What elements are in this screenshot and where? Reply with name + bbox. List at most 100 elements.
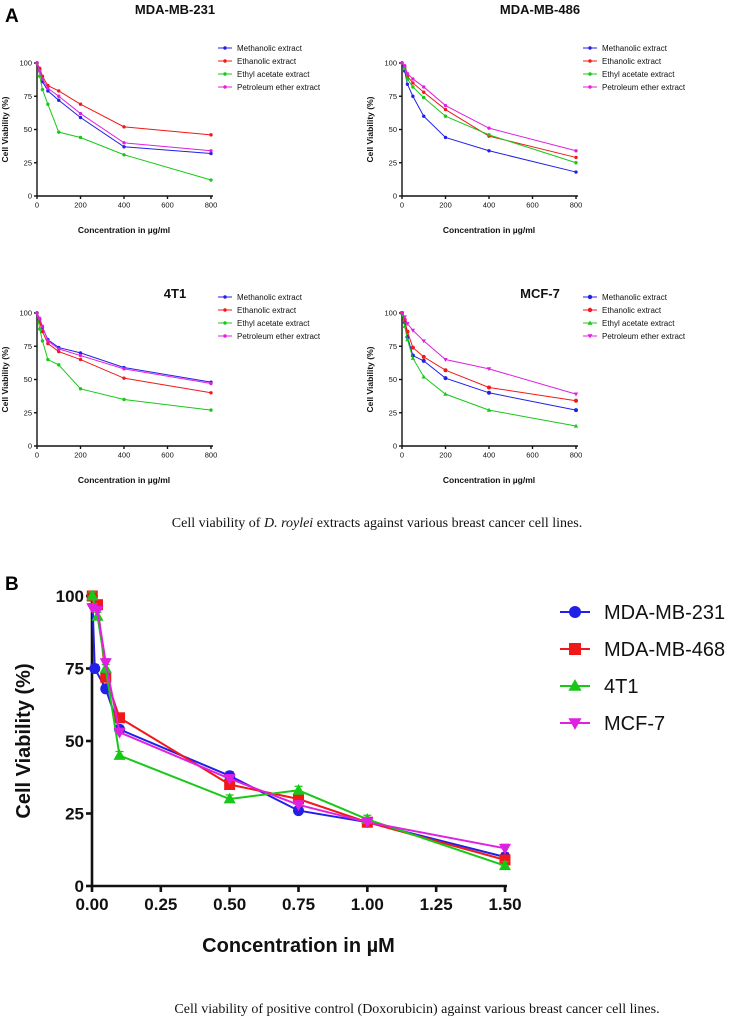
y-tick-label: 25 [24, 408, 32, 417]
data-point-ethyl-acetate-extract [422, 95, 426, 100]
legend-marker-petroleum-ether-extract [588, 85, 592, 89]
x-tick-label: 400 [483, 451, 496, 460]
series-line-methanolic-extract [36, 312, 212, 383]
data-point-methanolic-extract [574, 170, 578, 174]
x-tick-label: 0.00 [75, 895, 108, 914]
data-point-petroleum-ether-extract [403, 63, 407, 68]
data-point-ethyl-acetate-extract [410, 355, 416, 360]
data-point-mda-mb-468 [92, 599, 104, 611]
legend-label-petroleum-ether-extract: Petroleum ether extract [602, 83, 686, 92]
series-line-ethanolic-extract [36, 62, 212, 136]
series-line-ethyl-acetate-extract [401, 312, 577, 427]
legend-label-mcf-7: MCF-7 [604, 713, 665, 735]
data-point-ethyl-acetate-extract [78, 387, 83, 391]
y-axis-label: Cell Viability (%) [365, 346, 375, 412]
x-tick-label: 1.50 [488, 895, 521, 914]
series-line-petroleum-ether-extract [36, 62, 212, 152]
legend-label-ethyl-acetate-extract: Ethyl acetate extract [237, 70, 310, 79]
data-point-ethyl-acetate-extract [402, 324, 407, 328]
data-point-ethanolic-extract [78, 102, 83, 106]
y-tick-label: 0 [393, 442, 397, 451]
data-point-ethanolic-extract [122, 125, 126, 129]
legend-label-methanolic-extract: Methanolic extract [602, 293, 668, 302]
data-point-petroleum-ether-extract [402, 315, 407, 320]
y-tick-label: 75 [389, 92, 397, 101]
legend-label-mda-mb-468: MDA-MB-468 [604, 639, 725, 661]
data-point-petroleum-ether-extract [78, 111, 83, 116]
y-tick-label: 100 [384, 309, 397, 318]
y-tick-label: 50 [24, 125, 32, 134]
legend-marker-methanolic-extract [223, 295, 227, 299]
x-tick-label: 0.25 [144, 895, 177, 914]
y-axis-label: Cell Viability (%) [365, 96, 375, 162]
legend-marker-petroleum-ether-extract [587, 334, 593, 339]
legend-marker-ethyl-acetate-extract [223, 72, 227, 76]
legend-marker-mda-mb-468 [569, 643, 581, 655]
panel-a-label: A [5, 6, 19, 27]
panel-a-caption: Cell viability of D. roylei extracts aga… [0, 516, 754, 532]
caption-prefix: Cell viability of [171, 516, 264, 531]
data-point-petroleum-ether-extract [422, 85, 426, 89]
data-point-4t1 [498, 859, 512, 871]
x-tick-label: 1.25 [420, 895, 453, 914]
caption-suffix: extracts against various breast cancer c… [313, 516, 583, 531]
legend-label-ethyl-acetate-extract: Ethyl acetate extract [602, 319, 675, 328]
data-point-ethanolic-extract [422, 90, 426, 94]
data-point-petroleum-ether-extract [486, 367, 492, 372]
data-point-mda-mb-468 [114, 712, 126, 724]
x-tick-label: 0.75 [282, 895, 315, 914]
x-tick-label: 1.00 [351, 895, 384, 914]
series-line-4t1 [91, 595, 506, 867]
data-point-petroleum-ether-extract [57, 94, 61, 98]
legend-marker-ethanolic-extract [587, 307, 593, 313]
data-point-methanolic-extract [78, 115, 83, 120]
data-point-mcf-7 [361, 817, 374, 829]
x-tick-label: 800 [570, 451, 583, 460]
data-point-4t1 [86, 589, 99, 601]
data-point-ethanolic-extract [443, 368, 448, 373]
x-tick-label: 600 [161, 451, 174, 460]
data-point-methanolic-extract [443, 376, 448, 381]
chart-title: MDA-MB-231 [135, 2, 215, 17]
data-point-ethanolic-extract [209, 133, 213, 137]
chart-doxorubicin: 0 25 50 75 100 0.00 0.25 0.50 0.75 1.00 1.25 1.50 Co… [13, 587, 725, 957]
series-line-methanolic-extract [36, 62, 212, 154]
data-point-ethyl-acetate-extract [573, 423, 579, 428]
legend-label-petroleum-ether-extract: Petroleum ether extract [602, 332, 686, 341]
y-axis-label: Cell Viability (%) [13, 663, 35, 818]
data-point-4t1 [113, 749, 126, 760]
data-point-4t1 [223, 792, 236, 804]
x-axis-label: Concentration in µg/ml [443, 225, 535, 235]
x-axis-label: Concentration in µg/ml [78, 225, 170, 235]
data-point-ethyl-acetate-extract [122, 153, 126, 157]
data-point-mcf-7 [86, 603, 99, 614]
legend-marker-ethanolic-extract [223, 59, 227, 63]
data-point-ethanolic-extract [574, 398, 578, 403]
data-point-petroleum-ether-extract [399, 311, 405, 316]
data-point-ethanolic-extract [421, 354, 426, 359]
y-tick-label: 75 [389, 342, 397, 351]
data-point-methanolic-extract [78, 351, 83, 355]
legend-label-methanolic-extract: Methanolic extract [237, 44, 303, 53]
legend-label-methanolic-extract: Methanolic extract [602, 44, 668, 53]
data-point-petroleum-ether-extract [411, 77, 415, 81]
x-tick-label: 400 [118, 451, 131, 460]
y-axis-label: Cell Viability (%) [0, 96, 10, 162]
data-point-petroleum-ether-extract [38, 69, 42, 73]
data-point-ethyl-acetate-extract [46, 357, 50, 362]
legend-label-mda-mb-231: MDA-MB-231 [604, 602, 725, 624]
data-point-ethyl-acetate-extract [411, 85, 415, 89]
data-point-ethyl-acetate-extract [57, 130, 61, 134]
data-point-ethyl-acetate-extract [122, 397, 126, 402]
legend-label-ethyl-acetate-extract: Ethyl acetate extract [237, 319, 310, 328]
y-tick-label: 0 [28, 442, 32, 451]
y-tick-label: 75 [24, 342, 32, 351]
data-point-mda-mb-468 [293, 793, 304, 805]
x-axis-label: Concentration in µM [202, 935, 395, 957]
data-point-ethyl-acetate-extract [40, 339, 45, 343]
data-point-petroleum-ether-extract [35, 311, 39, 315]
x-tick-label: 800 [205, 451, 218, 460]
data-point-mcf-7 [223, 774, 236, 786]
data-point-petroleum-ether-extract [40, 324, 45, 328]
data-point-petroleum-ether-extract [35, 61, 39, 65]
